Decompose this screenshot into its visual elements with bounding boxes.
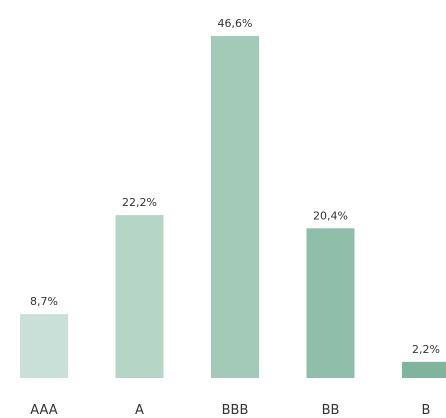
data-label-bb: 20,4% xyxy=(313,209,348,222)
bar-b xyxy=(402,361,446,378)
bar-bbb xyxy=(211,36,259,378)
data-label-bbb: 46,6% xyxy=(218,17,253,30)
tick-label-a: A xyxy=(135,403,144,418)
bar-a xyxy=(115,215,164,378)
data-label-b: 2,2% xyxy=(412,343,440,356)
value-labels-group: 8,7% 22,2% 46,6% 20,4% 2,2% xyxy=(30,17,440,356)
tick-label-aaa: AAA xyxy=(30,403,58,418)
bar-bb xyxy=(306,228,355,378)
bars-group xyxy=(20,36,446,378)
bar-aaa xyxy=(20,314,68,378)
tick-label-bb: BB xyxy=(322,403,340,418)
tick-label-b: B xyxy=(422,403,431,418)
x-axis-tick-labels: AAA A BBB BB B xyxy=(30,403,430,418)
data-label-aaa: 8,7% xyxy=(30,295,58,308)
data-label-a: 22,2% xyxy=(122,196,157,209)
tick-label-bbb: BBB xyxy=(222,403,249,418)
